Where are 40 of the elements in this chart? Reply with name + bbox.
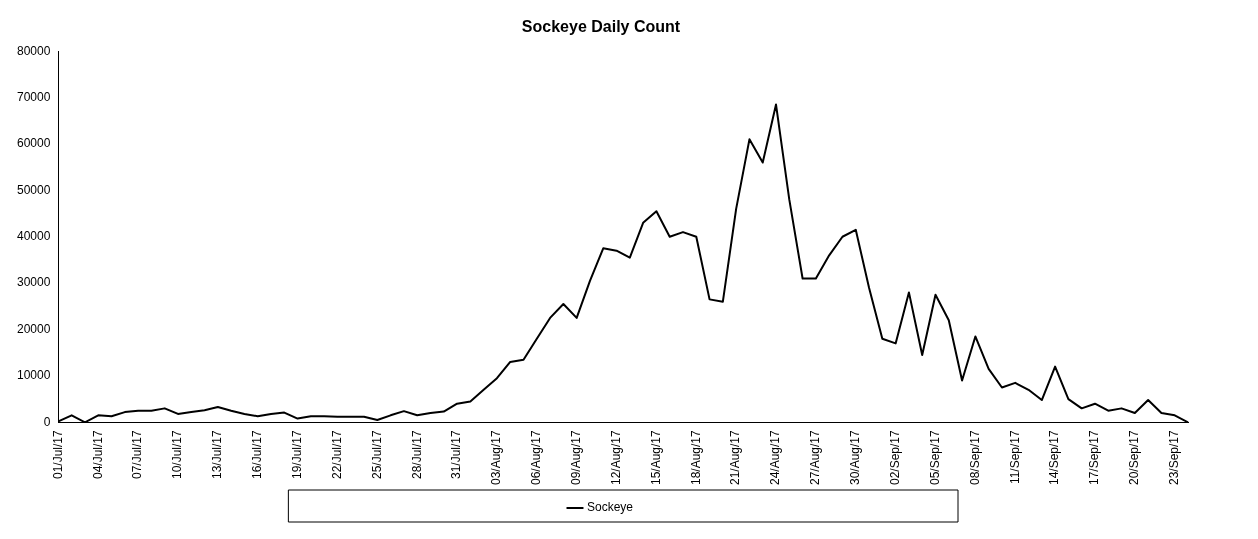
x-tick-label: 11/Sep/17 [1007, 429, 1022, 485]
x-tick-label: 30/Aug/17 [848, 429, 863, 485]
x-tick-label: 14/Sep/17 [1047, 429, 1062, 485]
x-tick-label: 13/Jul/17 [210, 429, 225, 479]
y-tick-label: 10000 [16, 368, 51, 383]
y-tick-label: 30000 [16, 275, 51, 290]
x-tick-label: 17/Sep/17 [1087, 429, 1102, 485]
y-tick-label: 80000 [16, 43, 51, 58]
x-tick-label: 02/Sep/17 [887, 429, 902, 485]
legend-label: Sockeye [586, 500, 634, 515]
x-tick-label: 19/Jul/17 [289, 429, 304, 479]
x-tick-label: 21/Aug/17 [728, 429, 743, 485]
x-tick-label: 23/Sep/17 [1167, 429, 1182, 485]
x-tick-label: 24/Aug/17 [768, 429, 783, 485]
x-tick-label: 28/Jul/17 [409, 429, 424, 479]
y-tick-label: 20000 [16, 321, 51, 336]
chart-title: Sockeye Daily Count [521, 18, 681, 36]
x-tick-label: 16/Jul/17 [250, 429, 265, 479]
y-tick-label: 0 [43, 414, 51, 429]
x-tick-label: 05/Sep/17 [927, 429, 942, 485]
x-tick-label: 27/Aug/17 [808, 429, 823, 485]
x-tick-label: 04/Jul/17 [90, 429, 105, 479]
x-tick-label: 25/Jul/17 [369, 429, 384, 479]
x-tick-label: 15/Aug/17 [648, 429, 663, 485]
x-tick-label: 03/Aug/17 [489, 429, 504, 485]
y-tick-label: 70000 [16, 89, 51, 104]
x-tick-label: 10/Jul/17 [170, 429, 185, 479]
x-tick-label: 18/Aug/17 [688, 429, 703, 485]
x-tick-label: 31/Jul/17 [449, 429, 464, 479]
x-tick-label: 06/Aug/17 [529, 429, 544, 485]
y-tick-label: 60000 [16, 136, 51, 151]
x-tick-label: 01/Jul/17 [50, 429, 65, 479]
x-tick-label: 08/Sep/17 [967, 429, 982, 485]
x-tick-label: 20/Sep/17 [1127, 429, 1142, 485]
y-tick-label: 50000 [16, 182, 51, 197]
x-tick-label: 22/Jul/17 [329, 429, 344, 479]
y-tick-label: 40000 [16, 229, 51, 244]
x-tick-label: 12/Aug/17 [608, 429, 623, 485]
x-tick-label: 07/Jul/17 [130, 429, 145, 479]
x-tick-label: 09/Aug/17 [568, 429, 583, 485]
